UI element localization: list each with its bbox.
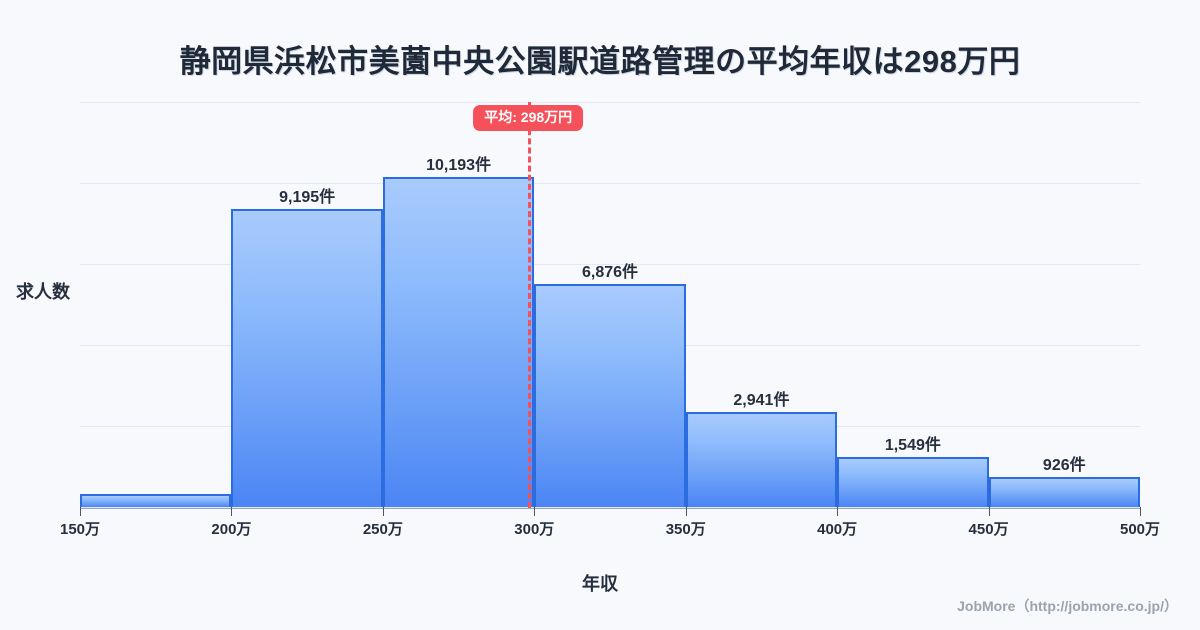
x-tick-mark: [534, 507, 536, 516]
bar-value-label: 926件: [1042, 456, 1086, 474]
footer-credit: JobMore（http://jobmore.co.jp/）: [957, 598, 1178, 614]
x-tick-label: 500万: [1119, 521, 1161, 538]
bar[interactable]: [534, 284, 686, 507]
x-axis-title: 年収: [582, 574, 618, 594]
y-axis-title: 求人数: [16, 282, 70, 302]
x-tick-label: 350万: [665, 521, 706, 538]
x-tick-mark: [80, 507, 81, 516]
x-tick-label: 250万: [362, 521, 403, 538]
x-tick-mark: [1140, 507, 1141, 516]
x-tick-mark: [837, 507, 839, 516]
bar[interactable]: [231, 209, 383, 507]
bar-value-label: 10,193件: [426, 156, 492, 174]
average-badge: 平均: 298万円: [473, 105, 584, 132]
bar[interactable]: [837, 456, 989, 507]
average-line: [528, 102, 532, 508]
bar-value-label: 9,195件: [279, 189, 336, 207]
x-tick-mark: [231, 507, 233, 516]
bar[interactable]: [988, 476, 1140, 507]
plot-area: 9,195件 10,193件 6,876件 2,941件 1,549件 926件: [80, 102, 1140, 509]
gridline: [80, 183, 1140, 184]
x-tick-label: 450万: [968, 521, 1009, 538]
bar[interactable]: [685, 411, 838, 507]
x-tick-label: 200万: [211, 521, 252, 538]
bar-value-label: 6,876件: [581, 264, 639, 282]
x-tick-mark: [685, 507, 687, 516]
gridline: [80, 102, 1140, 103]
bar[interactable]: [80, 493, 232, 507]
bar-value-label: 1,549件: [884, 436, 941, 454]
gridline: [80, 507, 1140, 508]
x-tick-mark: [988, 507, 990, 516]
bar[interactable]: [382, 176, 535, 507]
x-tick-label: 300万: [514, 521, 555, 538]
bar-value-label: 2,941件: [733, 391, 790, 409]
x-tick-label: 150万: [59, 521, 101, 538]
x-tick-mark: [382, 507, 384, 516]
x-tick-label: 400万: [817, 521, 858, 538]
page-title: 静岡県浜松市美薗中央公園駅道路管理の平均年収は298万円: [179, 44, 1021, 79]
gridline: [80, 264, 1140, 265]
x-axis-baseline: [80, 507, 1140, 509]
